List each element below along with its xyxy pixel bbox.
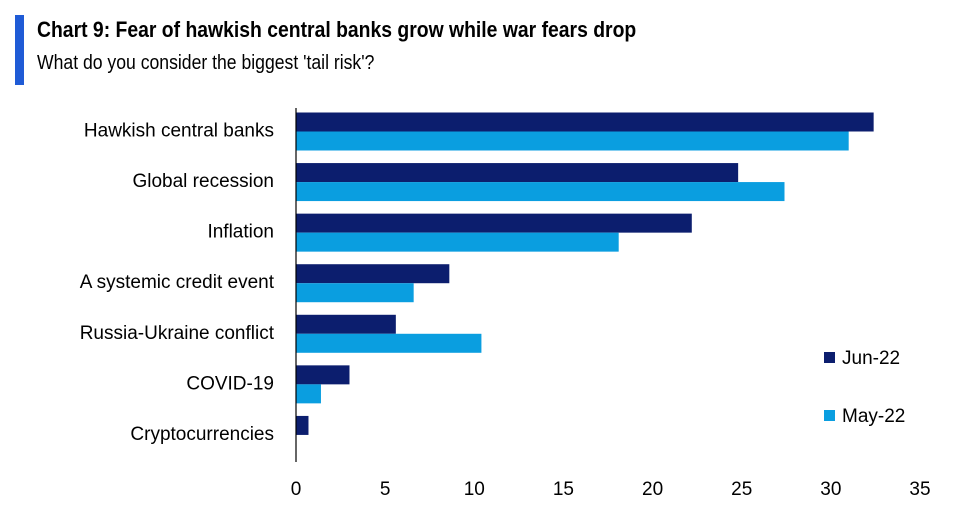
legend-swatch-jun-22 bbox=[824, 352, 835, 363]
bar-may-22-hawkish-central-banks bbox=[296, 131, 849, 151]
legend-label-jun-22: Jun-22 bbox=[842, 348, 900, 369]
legend-swatch-may-22 bbox=[824, 410, 835, 421]
x-tick-label: 20 bbox=[642, 479, 663, 500]
category-label: Cryptocurrencies bbox=[130, 424, 274, 445]
bar-jun-22-covid-19 bbox=[296, 365, 350, 385]
x-tick-label: 0 bbox=[291, 479, 302, 500]
x-tick-label: 35 bbox=[909, 479, 930, 500]
x-tick-label: 10 bbox=[464, 479, 485, 500]
category-label: COVID-19 bbox=[186, 373, 274, 394]
category-label: A systemic credit event bbox=[80, 272, 275, 293]
bar-jun-22-russia-ukraine-conflict bbox=[296, 314, 396, 334]
chart-subtitle: What do you consider the biggest 'tail r… bbox=[37, 52, 375, 74]
bar-may-22-global-recession bbox=[296, 182, 785, 202]
bar-may-22-inflation bbox=[296, 232, 619, 252]
category-label: Global recession bbox=[132, 171, 274, 192]
bar-jun-22-global-recession bbox=[296, 163, 739, 183]
category-label: Inflation bbox=[207, 222, 274, 243]
bar-may-22-a-systemic-credit-event bbox=[296, 283, 414, 303]
x-tick-label: 30 bbox=[820, 479, 841, 500]
header-accent-bar bbox=[15, 15, 24, 85]
bar-jun-22-a-systemic-credit-event bbox=[296, 264, 450, 284]
category-label: Russia-Ukraine conflict bbox=[80, 323, 275, 344]
category-label: Hawkish central banks bbox=[84, 121, 274, 142]
legend-label-may-22: May-22 bbox=[842, 406, 905, 427]
bar-jun-22-hawkish-central-banks bbox=[296, 112, 874, 132]
bar-jun-22-inflation bbox=[296, 213, 692, 233]
bar-may-22-covid-19 bbox=[296, 384, 321, 404]
x-tick-label: 5 bbox=[380, 479, 391, 500]
bar-jun-22-cryptocurrencies bbox=[296, 415, 309, 435]
bar-may-22-russia-ukraine-conflict bbox=[296, 333, 482, 353]
x-tick-label: 25 bbox=[731, 479, 752, 500]
x-tick-label: 15 bbox=[553, 479, 574, 500]
chart-title: Chart 9: Fear of hawkish central banks g… bbox=[37, 17, 637, 42]
